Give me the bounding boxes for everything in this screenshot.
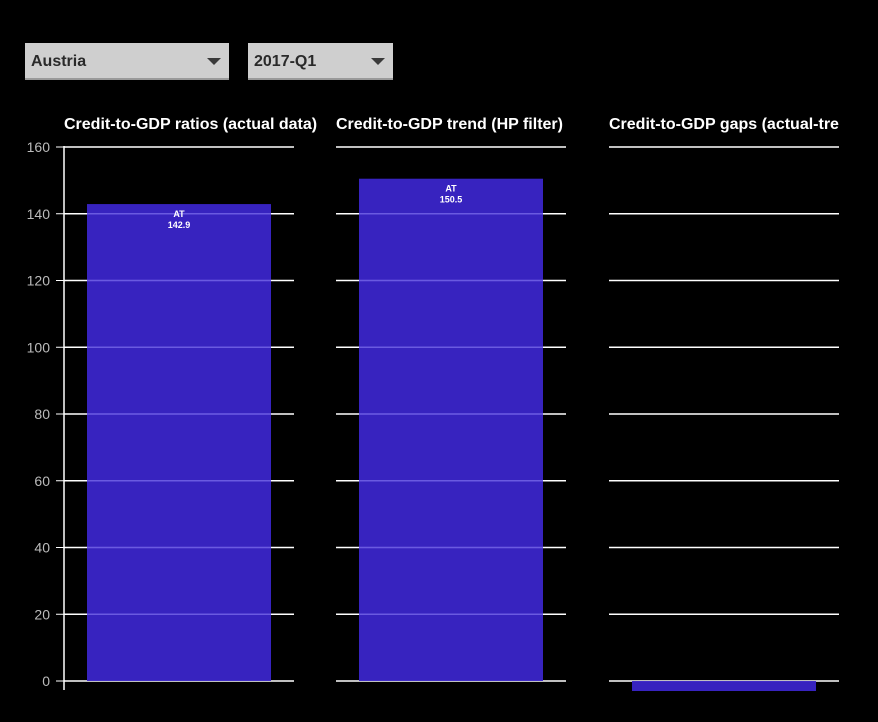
quarter-dropdown-value: 2017-Q1 — [254, 53, 317, 70]
bar-category-label: AT — [445, 184, 457, 194]
y-tick-label: 20 — [34, 606, 50, 622]
chevron-down-icon — [371, 58, 385, 65]
y-tick-label: 160 — [27, 139, 51, 155]
y-tick-label: 100 — [27, 339, 51, 355]
bar-value-label: 150.5 — [440, 195, 463, 205]
bar-category-label: AT — [173, 209, 185, 219]
bar — [359, 178, 543, 682]
y-tick-label: 140 — [27, 206, 51, 222]
panel-title: Credit-to-GDP trend (HP filter) — [336, 116, 563, 133]
y-tick-label: 0 — [42, 673, 50, 689]
y-tick-label: 60 — [34, 473, 50, 489]
panel-title: Credit-to-GDP ratios (actual data) — [64, 116, 317, 133]
y-tick-label: 40 — [34, 540, 50, 556]
country-dropdown[interactable]: Austria — [25, 43, 229, 80]
quarter-dropdown[interactable]: 2017-Q1 — [248, 43, 393, 80]
bar — [632, 681, 816, 692]
panel-title: Credit-to-GDP gaps (actual-tre — [609, 116, 839, 133]
y-tick-label: 120 — [27, 273, 51, 289]
bar — [87, 204, 271, 682]
y-tick-label: 80 — [34, 406, 50, 422]
chevron-down-icon — [207, 58, 221, 65]
bar-value-label: 142.9 — [168, 220, 191, 230]
country-dropdown-value: Austria — [31, 53, 87, 70]
